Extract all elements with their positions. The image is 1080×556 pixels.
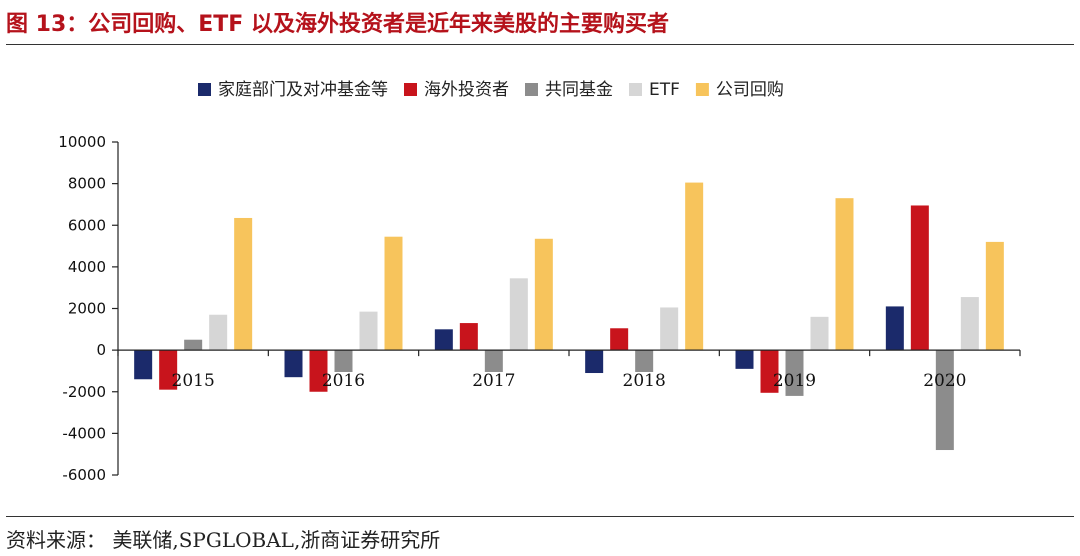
bar-2020-series-1 [910,205,929,351]
bar-2015-series-3 [209,314,228,351]
y-tick-label: 4000 [68,258,106,276]
legend-swatch [198,83,211,96]
bar-2016-series-1 [309,350,328,392]
bar-2019-series-3 [810,316,829,351]
legend: 家庭部门及对冲基金等 海外投资者 共同基金 ETF 公司回购 [198,80,784,100]
x-tick-label: 2018 [623,371,666,391]
bar-2017-series-2 [484,350,503,372]
legend-swatch [629,83,642,96]
bar-2015-series-0 [134,350,153,380]
bar-2019-series-2 [785,350,804,396]
bar-2020-series-3 [960,297,979,351]
bar-2015-series-2 [184,339,203,351]
bar-2016-series-4 [384,236,403,351]
y-tick-label: 2000 [68,300,106,318]
x-tick-label: 2017 [472,371,515,391]
bar-2017-series-0 [434,329,453,351]
source-rule [6,516,1074,517]
x-axis: 2015 2016 2017 2018 2019 2020 [117,349,1021,391]
y-axis: 10000 8000 6000 4000 2000 0 -2000 -4000 -6000 [58,133,119,484]
legend-label: 共同基金 [545,80,613,100]
bar-2018-series-3 [660,307,679,351]
y-tick-label: -6000 [62,466,106,484]
y-tick-label: -4000 [62,424,106,442]
bar-2019-series-4 [835,198,854,351]
bar-2017-series-3 [509,278,528,351]
bar-2016-series-3 [359,311,378,351]
bar-2018-series-0 [585,350,604,374]
legend-swatch [525,83,538,96]
bar-2018-series-4 [685,182,704,351]
bar-2019-series-1 [760,350,779,393]
source-note: 资料来源： 美联储,SPGLOBAL,浙商证券研究所 [6,528,441,552]
y-tick-label: 10000 [58,133,106,151]
x-tick-label: 2015 [172,371,215,391]
bar-2017-series-4 [534,238,553,351]
bar-2015-series-4 [234,217,253,351]
x-tick-label: 2020 [923,371,966,391]
legend-label: ETF [649,80,680,100]
bar-2020-series-4 [985,241,1004,351]
figure-title: 图 13：公司回购、ETF 以及海外投资者是近年来美股的主要购买者 [6,12,669,37]
legend-label: 公司回购 [716,80,784,100]
y-tick-label: -2000 [62,383,106,401]
bar-2020-series-2 [935,350,954,451]
bars [134,182,1004,451]
bar-2018-series-2 [635,350,654,372]
legend-swatch [404,83,417,96]
bar-2017-series-1 [459,323,478,351]
x-tick-label: 2019 [773,371,816,391]
bar-2019-series-0 [735,350,754,369]
bar-2018-series-1 [610,328,629,351]
y-tick-label: 6000 [68,216,106,234]
y-tick-label: 0 [96,341,106,359]
bar-2016-series-2 [334,350,353,372]
bar-2020-series-0 [885,306,904,351]
title-rule [6,44,1074,45]
bar-2016-series-0 [284,350,303,378]
legend-label: 家庭部门及对冲基金等 [218,80,388,100]
x-tick-label: 2016 [322,371,365,391]
bar-chart: 家庭部门及对冲基金等 海外投资者 共同基金 ETF 公司回购 10000 8000 6000… [58,80,1021,484]
legend-label: 海外投资者 [424,80,509,100]
legend-swatch [695,83,709,96]
y-tick-label: 8000 [68,175,106,193]
bar-2015-series-1 [159,350,178,390]
